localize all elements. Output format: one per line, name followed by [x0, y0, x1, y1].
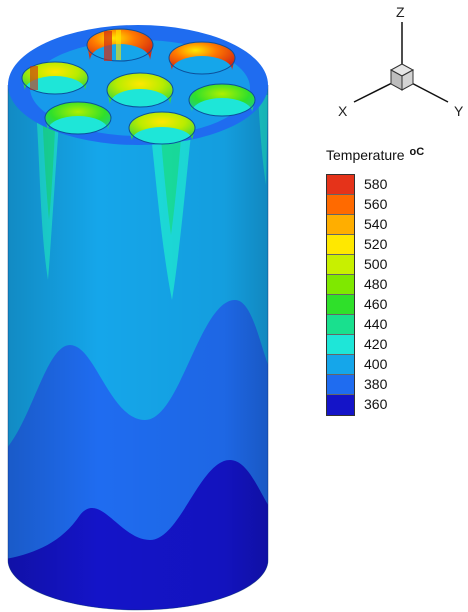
legend-label-500: 500 — [364, 256, 388, 272]
legend-swatch-380 — [327, 375, 354, 395]
legend-label-380: 380 — [364, 376, 388, 392]
channel-hole-center — [106, 72, 174, 108]
legend-swatch-480 — [327, 275, 354, 295]
color-legend: Temperature oC 580 560 540 520 500 480 460 440 4… — [326, 146, 466, 426]
legend-swatch-560 — [327, 195, 354, 215]
legend-label-440: 440 — [364, 316, 388, 332]
legend-swatch-580 — [327, 175, 354, 195]
legend-swatch-520 — [327, 235, 354, 255]
legend-label-520: 520 — [364, 236, 388, 252]
axis-orientation-triad: Z X Y — [338, 4, 464, 119]
channel-hole-right — [188, 83, 256, 117]
legend-swatch-400 — [327, 355, 354, 375]
legend-title: Temperature oC — [326, 146, 424, 163]
channel-hole-bottom — [128, 111, 196, 145]
legend-label-560: 560 — [364, 196, 388, 212]
legend-swatch-420 — [327, 335, 354, 355]
legend-swatch-460 — [327, 295, 354, 315]
legend-label-540: 540 — [364, 216, 388, 232]
legend-label-360: 360 — [364, 396, 388, 412]
legend-label-420: 420 — [364, 336, 388, 352]
axis-cube-icon — [389, 63, 415, 91]
legend-label-460: 460 — [364, 296, 388, 312]
cylinder-outline — [7, 85, 269, 611]
axis-label-z: Z — [396, 4, 405, 20]
cylinder-side — [8, 85, 268, 610]
channel-hole-upper-left — [21, 61, 89, 95]
channel-hole-top — [86, 28, 154, 62]
legend-color-bar — [326, 174, 355, 416]
axis-label-x: X — [338, 103, 348, 119]
cylinder-top-face — [8, 25, 268, 145]
legend-label-580: 580 — [364, 176, 388, 192]
legend-label-480: 480 — [364, 276, 388, 292]
legend-labels: 580 560 540 520 500 480 460 440 420 400 380 360 — [364, 174, 387, 414]
axis-label-y: Y — [454, 103, 464, 119]
channel-hole-lower-left — [44, 101, 112, 135]
legend-unit: oC — [409, 146, 425, 158]
legend-title-text: Temperature — [326, 147, 405, 163]
legend-label-400: 400 — [364, 356, 388, 372]
legend-swatch-540 — [327, 215, 354, 235]
legend-swatch-440 — [327, 315, 354, 335]
legend-swatch-360 — [327, 395, 354, 415]
channel-hole-upper-right — [168, 41, 236, 75]
legend-swatch-500 — [327, 255, 354, 275]
